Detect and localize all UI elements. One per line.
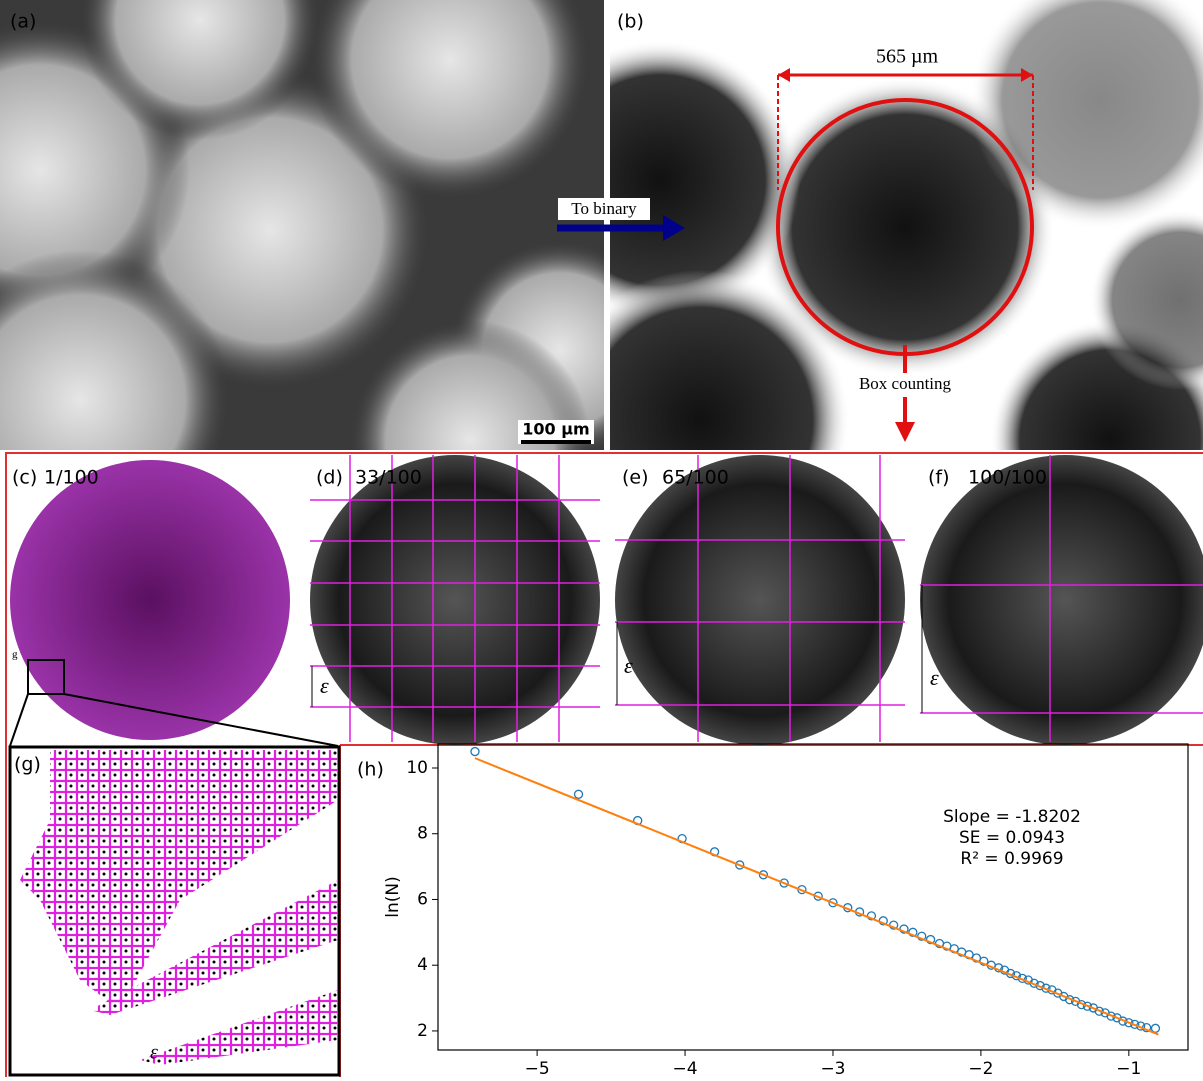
fit-line xyxy=(475,758,1158,1034)
epsilon-label: ε xyxy=(320,673,329,698)
x-tick-label: −5 xyxy=(525,1059,550,1077)
epsilon-label: ε xyxy=(150,1042,158,1064)
arrow-label: Box counting xyxy=(859,374,952,393)
plot-area xyxy=(438,744,1188,1050)
point xyxy=(471,748,479,756)
epsilon-label: ε xyxy=(930,665,939,690)
y-tick-label: 2 xyxy=(417,1021,428,1041)
panel-label: (f) xyxy=(928,467,950,489)
x-tick-label: −3 xyxy=(820,1059,845,1077)
panel-f-image xyxy=(920,455,1203,745)
annotation: Slope = -1.8202 xyxy=(943,807,1081,827)
panel-e-image xyxy=(615,455,905,745)
panel-label: (c) xyxy=(12,467,37,489)
y-tick-label: 6 xyxy=(417,889,428,909)
figure: 100 µm (a) 565 µm To binary Box counting… xyxy=(0,0,1203,1077)
panel-label: (d) xyxy=(316,467,343,489)
y-axis-label: ln(N) xyxy=(383,876,403,917)
point xyxy=(1151,1024,1159,1032)
y-tick-label: 4 xyxy=(417,955,428,975)
x-tick-label: −2 xyxy=(968,1059,993,1077)
x-tick-label: −1 xyxy=(1116,1059,1141,1077)
panel-label: (a) xyxy=(10,11,36,33)
panel-g-image xyxy=(10,747,339,1075)
inset-label: g xyxy=(12,649,18,661)
scale-bar-label: 100 µm xyxy=(522,420,589,439)
annotation: R² = 0.9969 xyxy=(960,849,1063,869)
y-tick-label: 8 xyxy=(417,824,428,844)
panel-label: (h) xyxy=(357,759,384,781)
annotation: SE = 0.0943 xyxy=(959,828,1065,848)
panel-d-image xyxy=(310,455,600,745)
y-tick-label: 10 xyxy=(406,758,428,778)
panel-label: (e) xyxy=(622,467,649,489)
step-label: 33/100 xyxy=(355,467,422,489)
epsilon-label: ε xyxy=(624,653,633,678)
step-label: 1/100 xyxy=(44,467,99,489)
panel-c-image xyxy=(10,460,290,740)
step-label: 65/100 xyxy=(662,467,729,489)
panel-label: (g) xyxy=(14,754,41,776)
diameter-label: 565 µm xyxy=(876,46,939,68)
point xyxy=(575,790,583,798)
arrow-label: To binary xyxy=(571,199,637,218)
step-label: 100/100 xyxy=(968,467,1047,489)
x-tick-label: −4 xyxy=(673,1059,698,1077)
panel-label: (b) xyxy=(617,11,644,33)
